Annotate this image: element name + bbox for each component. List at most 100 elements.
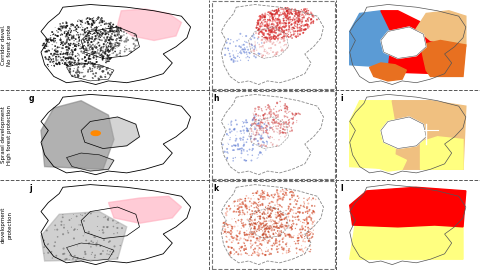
Point — [275, 197, 283, 201]
Point — [255, 225, 263, 229]
Point — [76, 25, 84, 30]
Point — [243, 126, 251, 130]
Point — [279, 251, 287, 256]
Point — [303, 220, 311, 224]
Point — [225, 37, 232, 41]
Text: l: l — [341, 184, 343, 193]
Point — [253, 128, 261, 133]
Point — [294, 26, 302, 30]
Point — [60, 59, 68, 63]
Point — [282, 191, 289, 195]
Point — [102, 46, 110, 51]
Point — [294, 205, 302, 210]
Point — [287, 10, 295, 15]
Point — [88, 46, 96, 50]
Point — [282, 15, 290, 19]
Point — [92, 63, 99, 67]
Point — [58, 41, 66, 45]
Point — [257, 30, 265, 34]
Point — [94, 50, 101, 54]
Point — [107, 26, 115, 30]
Point — [236, 238, 243, 242]
Point — [228, 227, 236, 231]
Point — [270, 233, 278, 237]
Point — [265, 226, 273, 231]
Point — [304, 11, 312, 16]
Point — [273, 12, 281, 16]
Point — [115, 27, 122, 31]
Point — [298, 235, 306, 239]
Point — [270, 224, 277, 229]
Point — [74, 33, 82, 37]
Point — [283, 111, 291, 116]
Point — [242, 238, 250, 242]
Point — [248, 230, 256, 234]
Point — [296, 210, 303, 214]
Circle shape — [91, 131, 100, 136]
Point — [273, 113, 280, 117]
Point — [262, 49, 270, 54]
Point — [289, 29, 297, 33]
Point — [267, 112, 275, 117]
Point — [227, 54, 234, 59]
Point — [89, 240, 97, 245]
Point — [250, 130, 257, 134]
Point — [289, 9, 297, 14]
Point — [279, 30, 287, 35]
Point — [87, 44, 95, 48]
Point — [114, 231, 121, 235]
Point — [263, 123, 271, 128]
Point — [292, 10, 300, 15]
Point — [104, 30, 112, 34]
Point — [268, 209, 276, 214]
Point — [283, 105, 291, 109]
Point — [88, 50, 96, 55]
Point — [112, 34, 120, 38]
Point — [268, 14, 276, 18]
Point — [108, 70, 116, 74]
Point — [292, 9, 300, 14]
Point — [266, 239, 274, 244]
Point — [254, 251, 262, 255]
Point — [296, 227, 304, 232]
Point — [269, 118, 276, 122]
Point — [271, 37, 279, 42]
Point — [310, 19, 317, 23]
Point — [290, 192, 298, 196]
Point — [282, 106, 289, 110]
Point — [91, 62, 98, 66]
Point — [256, 22, 264, 26]
Polygon shape — [381, 27, 426, 58]
Point — [94, 42, 101, 46]
Point — [281, 11, 288, 16]
Point — [258, 144, 266, 148]
Point — [59, 32, 66, 37]
Point — [64, 51, 72, 55]
Point — [257, 242, 264, 246]
Point — [275, 207, 282, 211]
Point — [268, 37, 276, 41]
Point — [287, 31, 295, 35]
Point — [102, 38, 110, 42]
Point — [264, 193, 272, 197]
Point — [275, 231, 283, 235]
Point — [49, 38, 57, 42]
Point — [243, 212, 251, 216]
Point — [261, 194, 268, 199]
Point — [281, 25, 289, 29]
Point — [267, 224, 275, 228]
Point — [43, 38, 51, 42]
Point — [72, 27, 80, 31]
Point — [103, 252, 111, 256]
Point — [73, 23, 81, 28]
Point — [285, 15, 293, 20]
Point — [304, 236, 312, 240]
Point — [286, 109, 294, 114]
Point — [298, 26, 305, 31]
Point — [276, 242, 283, 247]
Point — [281, 227, 288, 231]
Point — [276, 131, 284, 135]
Point — [275, 232, 282, 236]
Point — [65, 42, 72, 46]
Point — [280, 37, 288, 41]
